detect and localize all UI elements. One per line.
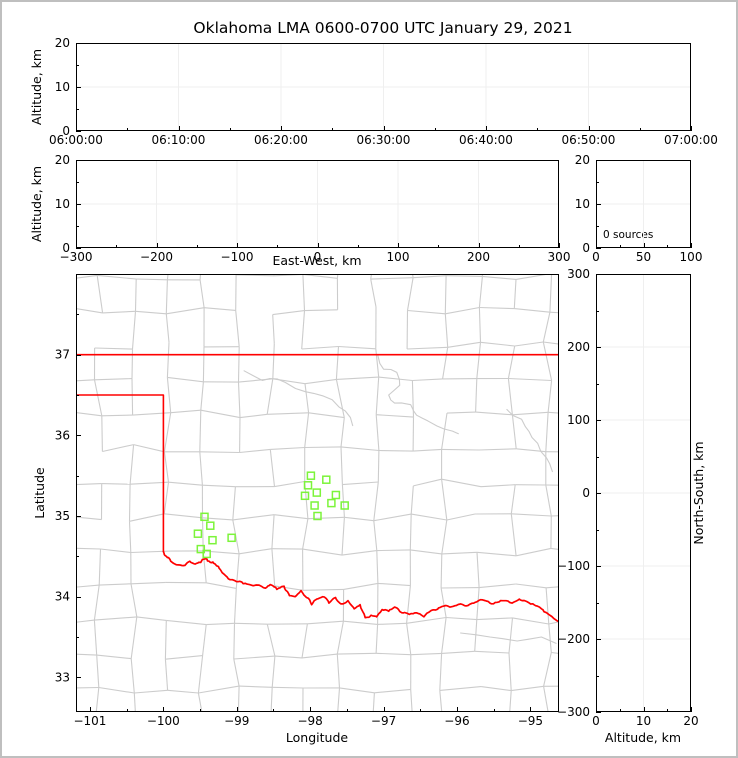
y-tick-label: 100 bbox=[567, 413, 590, 427]
x-tick-label: 06:40:00 bbox=[459, 133, 513, 147]
y-tick-label: 20 bbox=[55, 36, 70, 50]
y-tick-label: 33 bbox=[55, 670, 70, 684]
y-tick-label: 200 bbox=[567, 340, 590, 354]
river-line bbox=[506, 408, 553, 473]
x-tick-label: −99 bbox=[224, 714, 249, 728]
y-tick-label: 0 bbox=[582, 241, 590, 255]
y-tick-label: 0 bbox=[62, 124, 70, 138]
map-content bbox=[76, 274, 559, 712]
y-tick-label: 300 bbox=[567, 267, 590, 281]
x-tick-label: 0 bbox=[592, 250, 600, 264]
axis-ticks bbox=[596, 274, 692, 713]
panel-map: −101 −100 −99 −98 −97 −96 −95 33 34 35 36 37 bbox=[55, 274, 559, 728]
x-tick-label: −97 bbox=[371, 714, 396, 728]
x-tick-label: −200 bbox=[140, 250, 173, 264]
y-tick-label: 20 bbox=[55, 153, 70, 167]
axes-frame bbox=[76, 274, 559, 712]
ew-panel-ylabel: Altitude, km bbox=[29, 166, 44, 242]
lma-station-marker bbox=[306, 471, 316, 480]
river-line bbox=[460, 632, 557, 644]
ns-panel-right-label: North-South, km bbox=[691, 441, 706, 544]
sources-count-annotation: 0 sources bbox=[603, 229, 653, 241]
panel-ns-height: 0 10 20 −300 −200 −100 0 100 200 300 bbox=[557, 267, 699, 728]
river-line bbox=[243, 370, 354, 427]
x-tick-label: 50 bbox=[636, 250, 651, 264]
x-tick-label: 10 bbox=[636, 714, 651, 728]
lma-station-marker bbox=[313, 511, 322, 521]
y-tick-label: 34 bbox=[55, 590, 70, 604]
x-tick-label: −300 bbox=[60, 250, 93, 264]
y-tick-label: 10 bbox=[575, 197, 590, 211]
lma-station-marker bbox=[310, 501, 319, 510]
red-river-border-line bbox=[162, 550, 559, 623]
axis-ticks bbox=[596, 160, 692, 249]
x-tick-label: 06:20:00 bbox=[254, 133, 308, 147]
lma-station-marker bbox=[312, 488, 322, 497]
lma-station-marker bbox=[300, 491, 310, 501]
y-tick-label: 10 bbox=[55, 197, 70, 211]
x-tick-label: 06:30:00 bbox=[357, 133, 411, 147]
x-tick-label: 100 bbox=[387, 250, 410, 264]
map-ylabel: Latitude bbox=[32, 467, 47, 519]
lma-station-marker bbox=[196, 544, 206, 554]
x-tick-label: −100 bbox=[221, 250, 254, 264]
axis-ticks bbox=[76, 160, 560, 249]
x-tick-label: 06:10:00 bbox=[152, 133, 206, 147]
y-tick-label: 10 bbox=[55, 80, 70, 94]
lma-station-marker bbox=[340, 501, 349, 510]
x-tick-label: 200 bbox=[467, 250, 490, 264]
x-tick-label: 0 bbox=[314, 250, 322, 264]
x-tick-label: 300 bbox=[548, 250, 571, 264]
x-tick-label: −96 bbox=[444, 714, 469, 728]
x-tick-label: 07:00:00 bbox=[664, 133, 718, 147]
panel-ew-height: −300 −200 −100 0 100 200 300 0 10 20 bbox=[55, 153, 571, 264]
x-tick-label: 0 bbox=[592, 714, 600, 728]
y-tick-label: 0 bbox=[582, 486, 590, 500]
y-tick-label: −100 bbox=[557, 559, 590, 573]
y-tick-label: −200 bbox=[557, 632, 590, 646]
lma-station-marker bbox=[331, 490, 341, 500]
map-xlabel: Longitude bbox=[286, 730, 348, 745]
lma-station-marker bbox=[202, 549, 211, 559]
axis-ticks bbox=[76, 314, 531, 712]
x-tick-label: 06:00:00 bbox=[49, 133, 103, 147]
panel-time-height: 06:00:00 06:10:00 06:20:00 06:30:00 06:40:00… bbox=[49, 36, 718, 147]
x-tick-label: −98 bbox=[297, 714, 322, 728]
y-tick-label: 35 bbox=[55, 509, 70, 523]
lma-station-marker bbox=[327, 498, 336, 508]
y-tick-label: 20 bbox=[575, 153, 590, 167]
time-panel-ylabel: Altitude, km bbox=[29, 49, 44, 125]
panel-alt-histogram: 0 50 100 0 10 20 bbox=[575, 153, 703, 264]
lma-station-marker bbox=[206, 521, 215, 530]
river-line bbox=[377, 354, 459, 435]
lma-station-marker bbox=[200, 512, 209, 522]
lma-station-marker bbox=[322, 475, 331, 484]
ns-panel-xlabel: Altitude, km bbox=[605, 730, 681, 745]
x-tick-label: −100 bbox=[147, 714, 180, 728]
ew-panel-xlabel: East-West, km bbox=[272, 253, 361, 268]
y-tick-label: 37 bbox=[55, 348, 70, 362]
panhandle-border-line bbox=[76, 394, 165, 553]
x-tick-label: 100 bbox=[680, 250, 703, 264]
river-lines bbox=[243, 354, 557, 644]
figure-title: Oklahoma LMA 0600-0700 UTC January 29, 2… bbox=[193, 19, 572, 37]
state-border bbox=[76, 353, 559, 623]
x-tick-label: 20 bbox=[683, 714, 698, 728]
lma-stations-group bbox=[193, 471, 349, 559]
lma-station-marker bbox=[208, 535, 217, 545]
x-tick-label: 06:50:00 bbox=[562, 133, 616, 147]
lma-station-marker bbox=[193, 529, 203, 538]
axis-ticks bbox=[76, 43, 692, 132]
x-tick-label: −101 bbox=[73, 714, 106, 728]
x-tick-label: −95 bbox=[518, 714, 543, 728]
y-tick-label: 36 bbox=[55, 428, 70, 442]
lma-station-marker bbox=[227, 533, 236, 543]
y-tick-label: −300 bbox=[557, 705, 590, 719]
y-tick-label: 0 bbox=[62, 241, 70, 255]
lma-station-marker bbox=[303, 481, 313, 490]
county-lines bbox=[76, 274, 559, 712]
